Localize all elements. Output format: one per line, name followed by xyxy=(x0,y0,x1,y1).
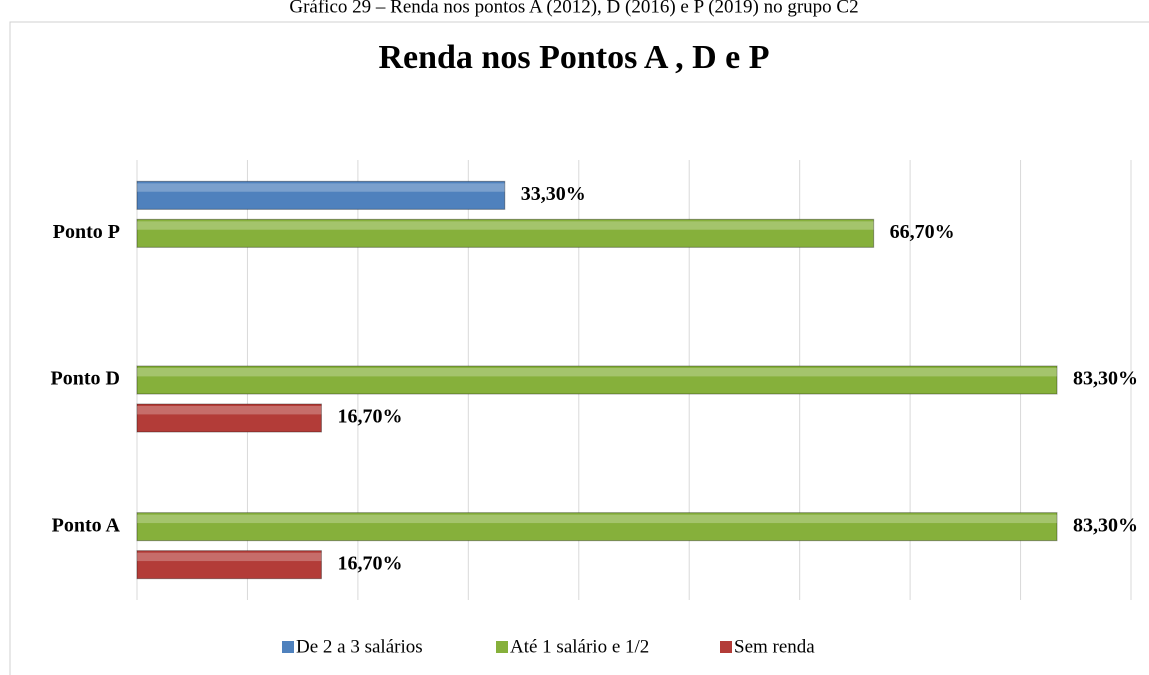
legend-label: De 2 a 3 salários xyxy=(296,636,423,657)
bar xyxy=(136,403,322,433)
bar xyxy=(136,218,875,248)
bar-shine xyxy=(137,368,1058,377)
legend-swatch xyxy=(282,641,294,653)
value-label: 16,70% xyxy=(337,552,402,574)
legend-swatch xyxy=(720,641,732,653)
caption: Gráfico 29 – Renda nos pontos A (2012), … xyxy=(289,0,858,17)
legend-label: Até 1 salário e 1/2 xyxy=(510,636,649,657)
legend-label: Sem renda xyxy=(734,636,815,657)
bar-shine xyxy=(137,183,505,192)
value-label: 83,30% xyxy=(1073,368,1138,390)
value-label: 33,30% xyxy=(521,183,586,205)
chart-title: Renda nos Pontos A , D e P xyxy=(378,39,769,76)
y-tick-label: Ponto P xyxy=(53,221,120,243)
value-label: 16,70% xyxy=(337,406,402,428)
y-tick-label: Ponto D xyxy=(51,368,120,390)
bar xyxy=(136,550,322,580)
bar xyxy=(136,512,1058,542)
value-label: 83,30% xyxy=(1073,514,1138,536)
value-label: 66,70% xyxy=(890,221,955,243)
y-tick-label: Ponto A xyxy=(52,514,121,536)
legend-swatch xyxy=(496,641,508,653)
bar xyxy=(136,180,506,210)
bar-shine xyxy=(137,552,322,562)
bar xyxy=(136,365,1058,395)
bar-shine xyxy=(137,406,322,415)
bar-shine xyxy=(137,514,1058,524)
chart-frame xyxy=(9,21,1149,675)
bar-shine xyxy=(137,221,874,230)
